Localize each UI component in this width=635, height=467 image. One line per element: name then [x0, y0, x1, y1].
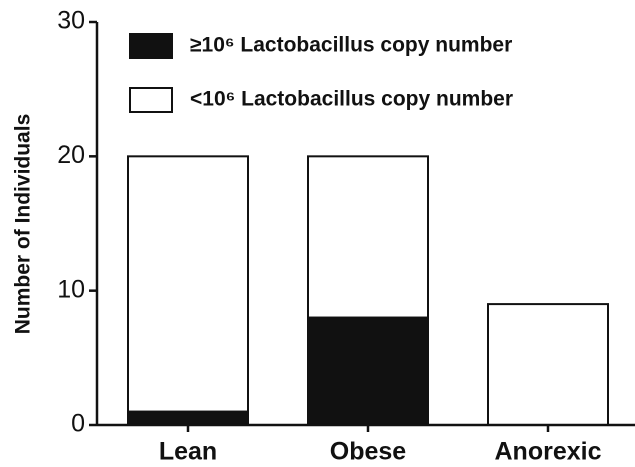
- y-tick-label: 0: [71, 410, 85, 438]
- y-tick-label: 20: [57, 141, 85, 169]
- bar-segment: [127, 410, 249, 427]
- legend-label: ≥10⁶ Lactobacillus copy number: [190, 34, 512, 57]
- bar-segment: [487, 303, 609, 427]
- bar-segment: [307, 316, 429, 426]
- x-tick-label: Obese: [330, 438, 407, 466]
- y-tick-label: 30: [57, 7, 85, 35]
- bar-segment: [127, 155, 249, 413]
- legend-swatch: [129, 33, 173, 59]
- legend-label: <10⁶ Lactobacillus copy number: [190, 88, 513, 111]
- y-axis-label: Number of Individuals: [12, 114, 35, 335]
- y-tick-label: 10: [57, 275, 85, 303]
- legend-swatch: [129, 87, 173, 113]
- bar-segment: [307, 155, 429, 319]
- x-tick-label: Anorexic: [495, 438, 602, 466]
- x-tick-label: Lean: [159, 438, 217, 466]
